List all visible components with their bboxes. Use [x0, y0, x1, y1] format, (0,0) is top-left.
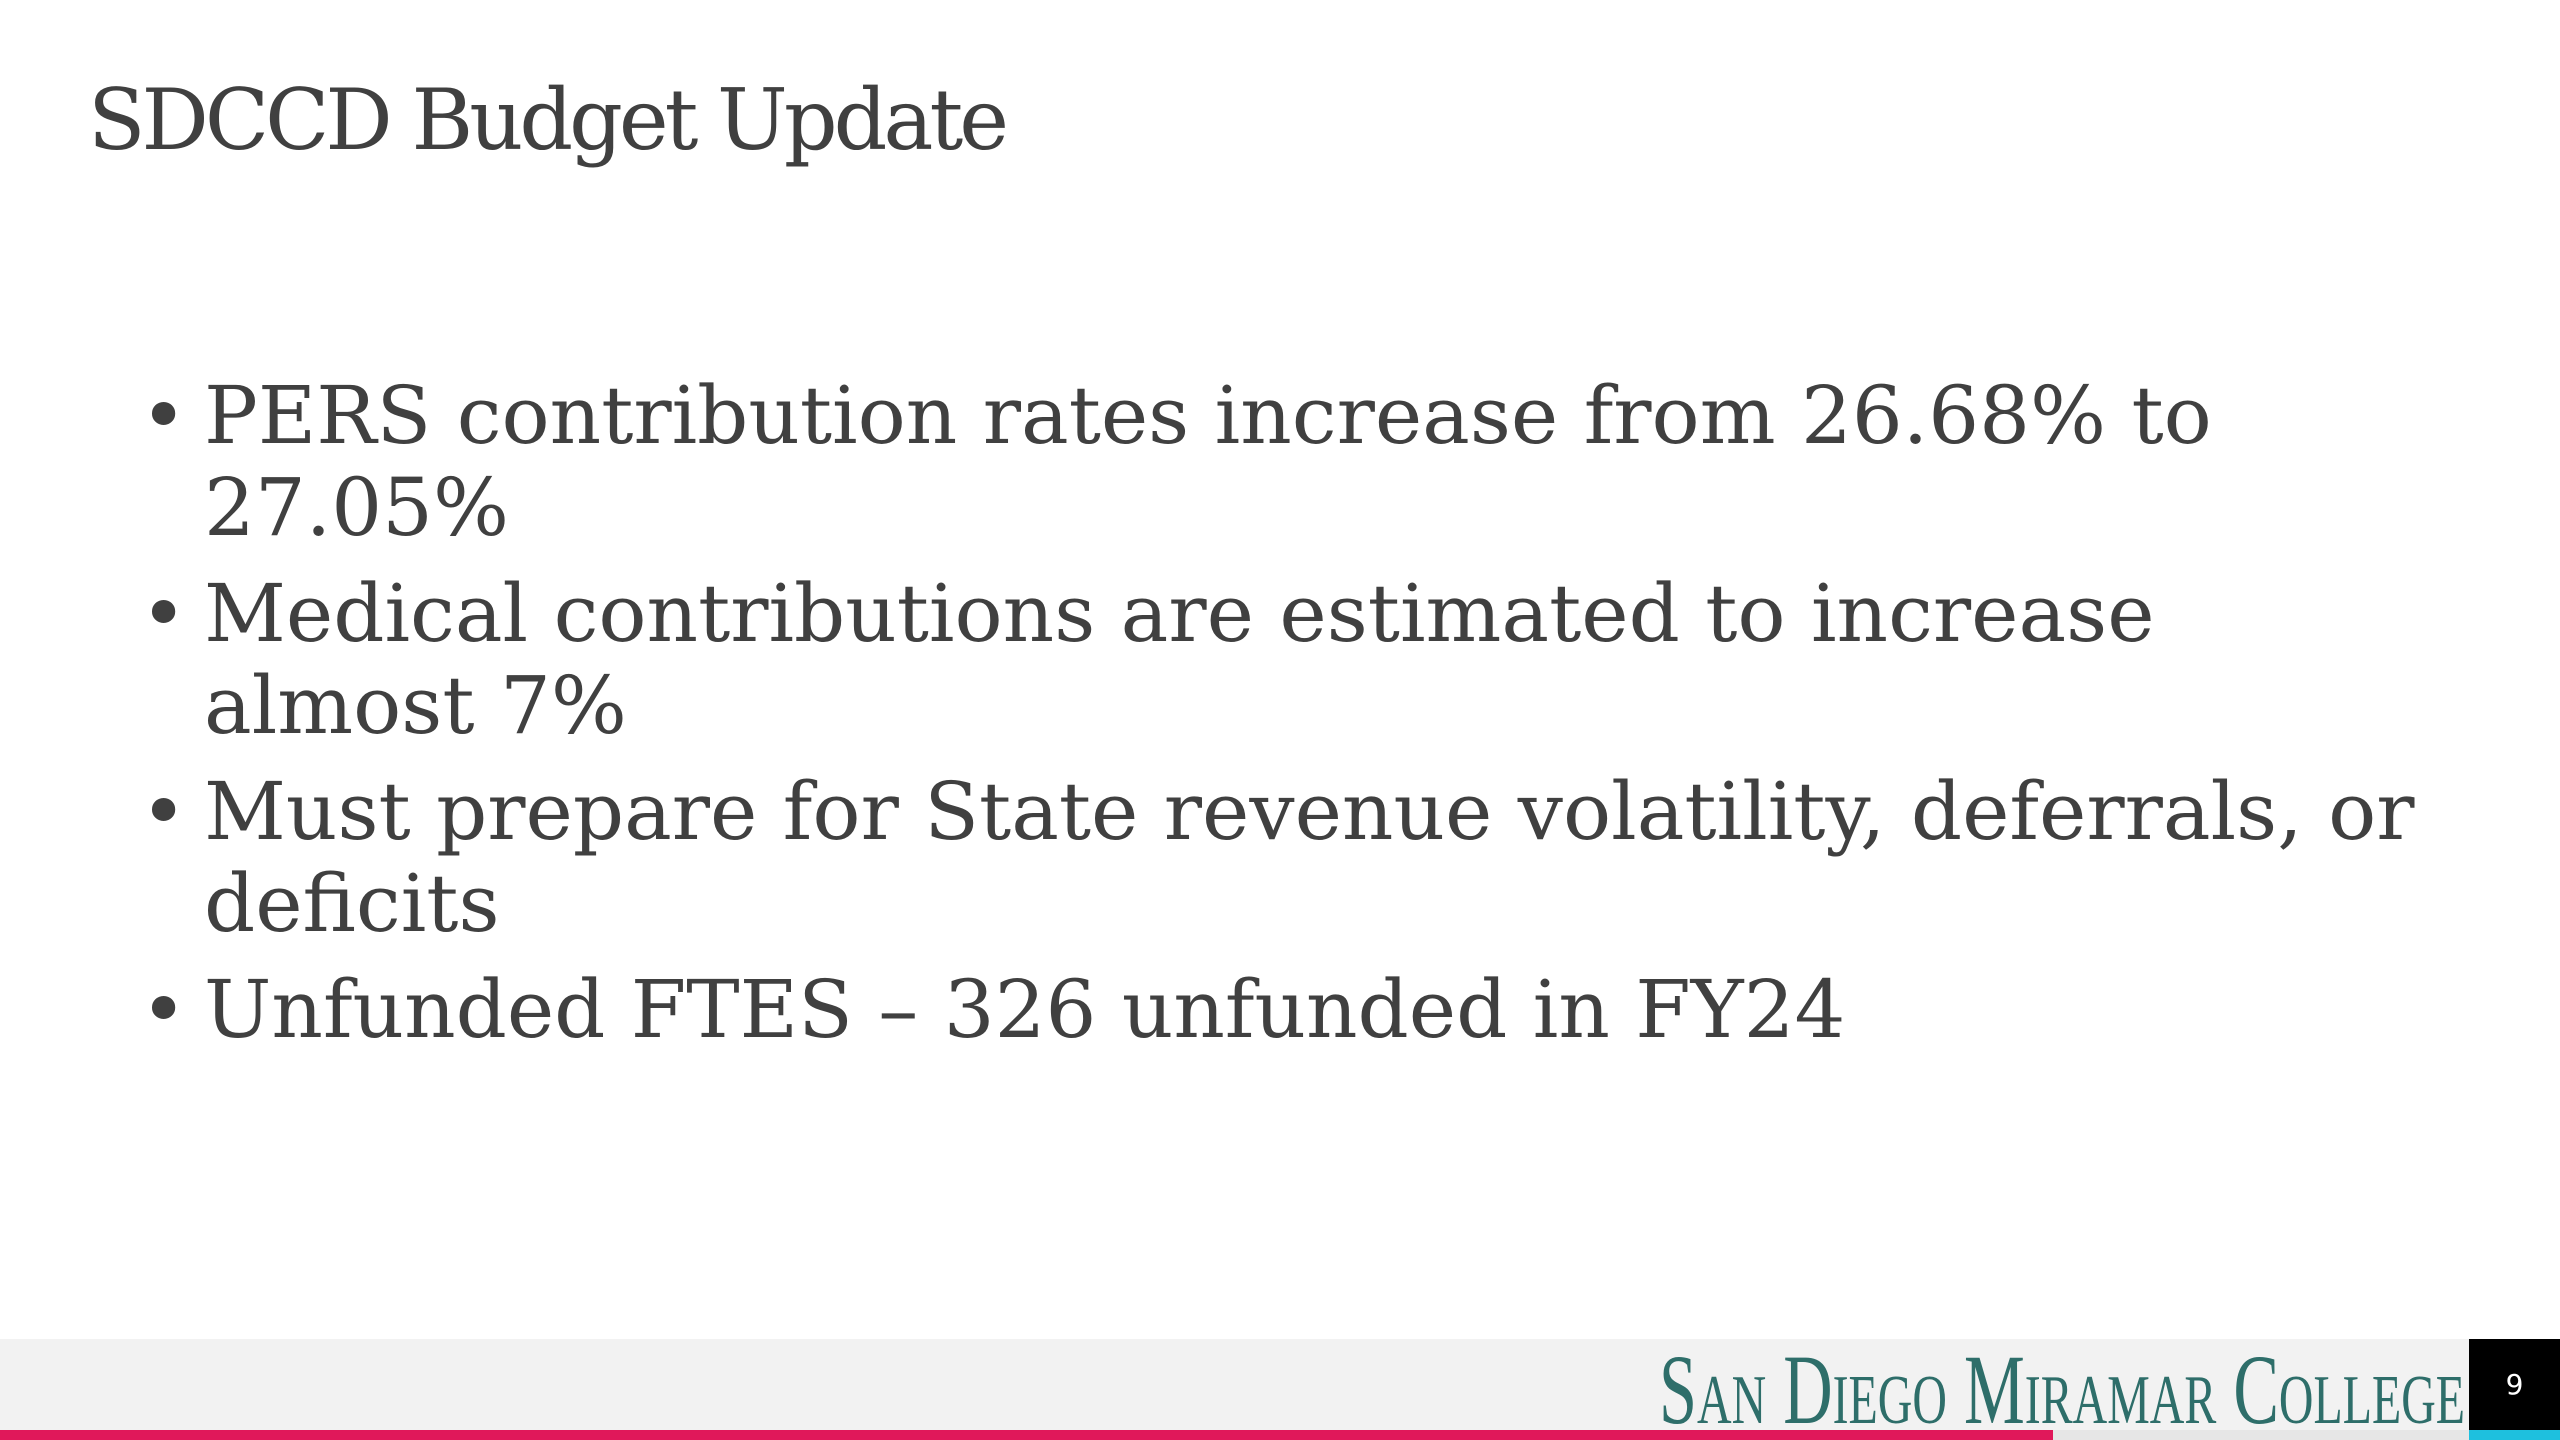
- bullet: Unfunded FTES – 326 unfunded in FY24: [140, 964, 2420, 1057]
- page-number: 9: [2469, 1339, 2560, 1430]
- footer-band: [0, 1339, 2560, 1430]
- accent-bar: [2053, 1430, 2469, 1440]
- bullet: Medical contributions are estimated to i…: [140, 568, 2420, 752]
- bullet: Must prepare for State revenue volatilit…: [140, 766, 2420, 950]
- accent-bar: [2469, 1430, 2560, 1440]
- bullet: PERS contribution rates increase from 26…: [140, 370, 2420, 554]
- bullet-list: PERS contribution rates increase from 26…: [140, 370, 2420, 1070]
- logo-text: San Diego Miramar College: [1659, 1335, 2465, 1435]
- logo: San Diego Miramar College: [1659, 1335, 2465, 1435]
- accent-bar: [0, 1430, 2053, 1440]
- slide-title: SDCCD Budget Update: [88, 71, 1009, 169]
